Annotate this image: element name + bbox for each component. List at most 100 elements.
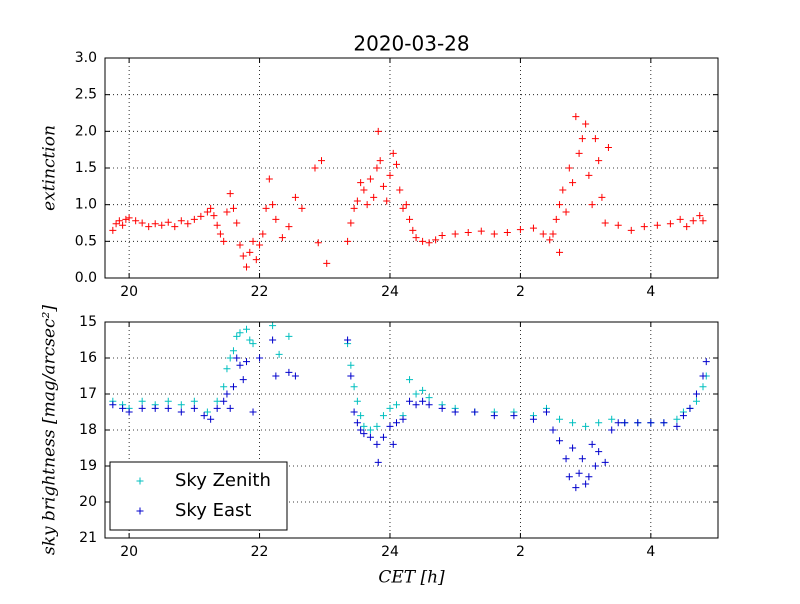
point: [569, 444, 577, 452]
point: [243, 358, 251, 366]
point: [438, 231, 446, 239]
axes-frame: [104, 57, 719, 279]
point: [402, 201, 410, 209]
point: [184, 220, 192, 228]
point: [366, 175, 374, 183]
point: [393, 160, 401, 168]
point: [220, 237, 228, 245]
point: [158, 221, 166, 229]
point: [353, 397, 361, 405]
point: [347, 219, 355, 227]
point: [634, 419, 642, 427]
point: [353, 197, 361, 205]
point: [216, 230, 224, 238]
point: [269, 201, 277, 209]
point: [529, 415, 537, 423]
point: [122, 215, 130, 223]
point: [601, 219, 609, 227]
point: [125, 408, 133, 416]
point: [562, 208, 570, 216]
point: [549, 426, 557, 434]
y-tick-label: 16: [79, 350, 97, 366]
point: [412, 390, 420, 398]
point: [344, 336, 352, 344]
point: [207, 204, 215, 212]
legend-marker: [136, 507, 144, 515]
point: [386, 171, 394, 179]
point: [542, 408, 550, 416]
point: [285, 368, 293, 376]
point: [438, 404, 446, 412]
plot-area: [105, 58, 718, 278]
point: [679, 412, 687, 420]
point: [393, 401, 401, 409]
point: [572, 484, 580, 492]
point: [575, 149, 583, 157]
point: [516, 226, 524, 234]
point: [578, 135, 586, 143]
point: [112, 220, 120, 228]
point: [357, 412, 365, 420]
point: [471, 408, 479, 416]
point: [226, 354, 234, 362]
point: [233, 219, 241, 227]
point: [582, 422, 590, 430]
point: [311, 164, 319, 172]
point: [323, 259, 331, 267]
point: [220, 383, 228, 391]
point: [275, 350, 283, 358]
point: [666, 220, 674, 228]
point: [177, 401, 185, 409]
point: [119, 404, 127, 412]
point: [360, 186, 368, 194]
legend-label: Sky Zenith: [175, 470, 271, 491]
point: [256, 241, 264, 249]
point: [233, 332, 241, 340]
point: [353, 419, 361, 427]
point: [350, 408, 358, 416]
point: [653, 221, 661, 229]
point: [569, 179, 577, 187]
point: [272, 215, 280, 223]
point: [640, 223, 648, 231]
x-tick-label: 22: [251, 284, 269, 300]
point: [529, 224, 537, 232]
point: [412, 234, 420, 242]
point: [314, 239, 322, 247]
point: [702, 358, 710, 366]
y-tick-label: 20: [79, 494, 97, 510]
x-tick-label: 2: [516, 284, 525, 300]
point: [552, 215, 560, 223]
point: [246, 248, 254, 256]
point: [370, 193, 378, 201]
point: [291, 193, 299, 201]
point: [399, 204, 407, 212]
point: [246, 336, 254, 344]
x-axis-label: CET [h]: [378, 568, 445, 588]
point: [412, 401, 420, 409]
y-tick-label: 1.0: [75, 197, 97, 213]
point: [249, 408, 257, 416]
point: [373, 164, 381, 172]
point: [490, 412, 498, 420]
point: [164, 218, 172, 226]
point: [374, 127, 382, 135]
point: [226, 404, 234, 412]
x-tick-label: 24: [381, 284, 399, 300]
point: [419, 386, 427, 394]
point: [190, 404, 198, 412]
point: [686, 404, 694, 412]
point: [164, 397, 172, 405]
point: [203, 408, 211, 416]
point: [503, 229, 511, 237]
x-tick-label: 4: [646, 284, 655, 300]
point: [363, 201, 371, 209]
point: [676, 215, 684, 223]
y-tick-label: 1.5: [75, 160, 97, 176]
point: [138, 219, 146, 227]
point: [386, 422, 394, 430]
point: [399, 415, 407, 423]
point: [132, 217, 140, 225]
point: [119, 221, 127, 229]
point: [197, 212, 205, 220]
